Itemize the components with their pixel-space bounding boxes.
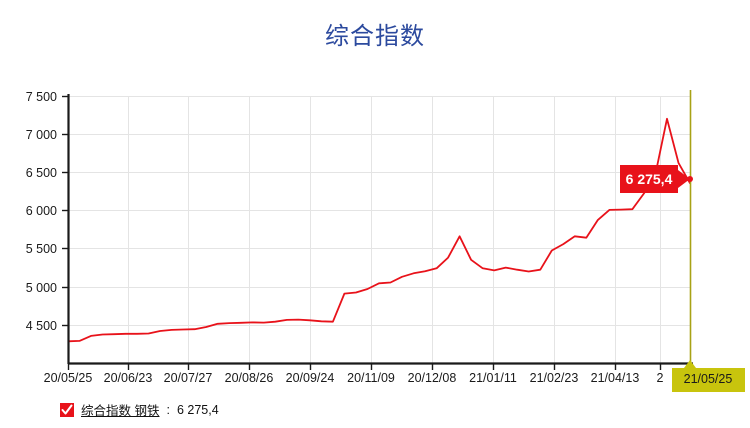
y-tick-label: 7 500 xyxy=(26,90,57,104)
value-callout: 6 275,4 xyxy=(620,165,690,193)
gridlines-horizontal xyxy=(68,96,690,326)
legend[interactable]: 综合指数 钢铁 : 6 275,4 xyxy=(60,400,219,419)
page-title: 综合指数 xyxy=(325,24,425,50)
current-date-badge[interactable]: 21/05/25 xyxy=(672,360,745,392)
x-tick-label: 20/07/27 xyxy=(164,371,213,385)
x-tick-label: 20/08/26 xyxy=(225,371,274,385)
y-tick-label: 7 000 xyxy=(26,128,57,142)
x-tick-label: 21/01/11 xyxy=(469,371,517,385)
current-date-badge-label: 21/05/25 xyxy=(684,372,733,386)
gridlines-vertical xyxy=(128,96,661,363)
x-tick-label: 21/02/23 xyxy=(530,371,579,385)
x-tick-label: 20/11/09 xyxy=(347,371,395,385)
legend-value: 6 275,4 xyxy=(176,402,219,417)
y-axis-ticks xyxy=(62,95,68,327)
y-tick-label: 6 000 xyxy=(26,204,57,218)
y-tick-label: 5 000 xyxy=(26,281,57,295)
legend-series-label[interactable]: 综合指数 钢铁 xyxy=(81,404,160,418)
x-tick-label-partial: 2 xyxy=(657,371,664,385)
x-tick-label: 20/06/23 xyxy=(104,371,153,385)
last-data-point xyxy=(687,176,693,182)
x-tick-label: 20/12/08 xyxy=(408,371,457,385)
x-tick-label: 20/09/24 xyxy=(286,371,335,385)
plot-background xyxy=(68,96,690,363)
value-callout-label: 6 275,4 xyxy=(626,171,673,187)
value-callout-bg xyxy=(620,165,690,193)
y-tick-label: 6 500 xyxy=(26,166,57,180)
y-tick-label: 5 500 xyxy=(26,242,57,256)
legend-checkbox-icon[interactable] xyxy=(60,402,74,417)
y-tick-label: 4 500 xyxy=(26,319,57,333)
x-tick-label: 20/05/25 xyxy=(44,371,93,385)
series-line-main xyxy=(68,117,690,343)
x-tick-label: 21/04/13 xyxy=(591,371,640,385)
current-date-badge-bg xyxy=(672,360,745,392)
legend-separator: : xyxy=(166,402,170,417)
x-axis-ticks xyxy=(67,363,662,370)
